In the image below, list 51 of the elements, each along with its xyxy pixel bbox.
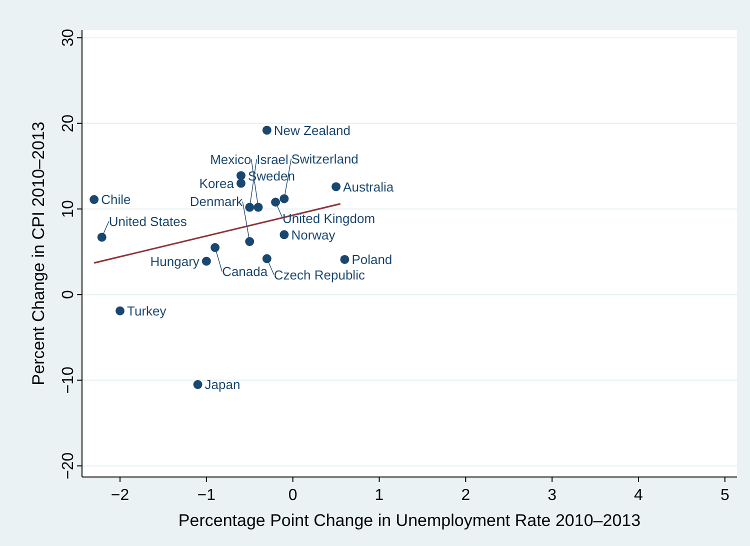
x-axis-title: Percentage Point Change in Unemployment Rate 2010–2013 — [178, 511, 641, 530]
annotation: Japan — [204, 377, 240, 392]
x-tick-label: −2 — [110, 487, 130, 504]
point — [236, 178, 246, 188]
point — [280, 194, 289, 204]
point — [254, 202, 263, 212]
annotation: Turkey — [127, 304, 167, 319]
y-tick-label: 0 — [60, 290, 77, 300]
y-tick-label: −20 — [60, 452, 77, 480]
annotation: Hungary — [150, 254, 200, 269]
annotation: Norway — [291, 227, 336, 242]
point — [90, 195, 99, 204]
annotation: United Kingdom — [282, 210, 376, 226]
annotation: Poland — [352, 252, 392, 268]
point — [332, 182, 341, 192]
point — [280, 230, 289, 240]
y-tick-label: −10 — [60, 366, 77, 394]
y-tick-label: 30 — [60, 28, 77, 47]
point — [262, 126, 272, 135]
point — [245, 202, 254, 212]
annotation: Switzerland — [291, 151, 358, 166]
point — [262, 254, 272, 264]
point — [202, 256, 211, 266]
annotation: Australia — [343, 179, 394, 194]
annotation: New Zealand — [274, 122, 351, 138]
annotation: Denmark — [190, 194, 244, 210]
annotation: Korea — [199, 176, 235, 191]
annotation: Israel — [256, 152, 289, 167]
annotation: Canada — [222, 264, 268, 280]
annotation: Mexico — [210, 152, 252, 167]
x-tick-label: 2 — [461, 487, 470, 504]
x-tick-label: 3 — [548, 487, 557, 504]
point — [193, 380, 202, 390]
point — [210, 243, 220, 252]
point — [236, 171, 246, 180]
x-tick-label: 1 — [374, 487, 384, 504]
annotation: United States — [108, 214, 188, 229]
point — [97, 232, 106, 242]
annotation: Czech Republic — [274, 267, 366, 282]
x-tick-label: 5 — [720, 487, 730, 504]
annotation: Chile — [101, 192, 131, 208]
x-tick-label: −1 — [197, 487, 216, 504]
x-tick-label: 4 — [634, 487, 644, 504]
point — [116, 306, 125, 316]
y-tick-label: 10 — [60, 200, 77, 218]
y-tick-label: 20 — [60, 114, 77, 132]
x-tick-label: 0 — [288, 487, 298, 504]
point — [271, 198, 280, 207]
point — [340, 254, 350, 264]
point — [245, 237, 254, 246]
y-axis-title: Percent Change in CPI 2010–2013 — [29, 122, 48, 386]
